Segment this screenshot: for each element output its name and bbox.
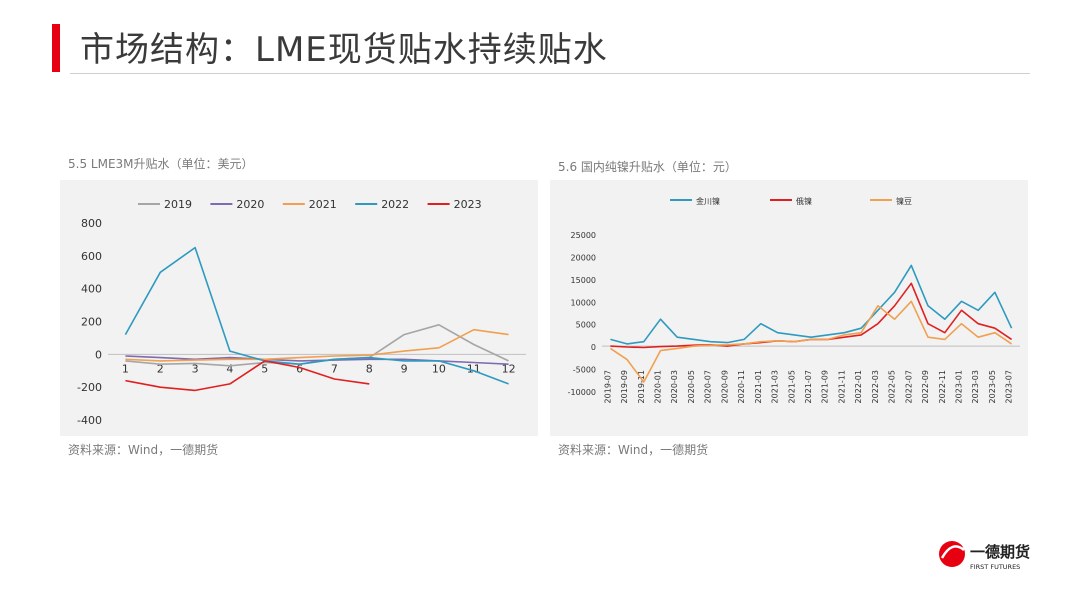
- x-tick-label: 2020-05: [687, 370, 696, 403]
- x-tick-label: 2019-09: [620, 370, 629, 403]
- x-tick-label: 2022-07: [904, 370, 913, 403]
- y-tick-label: -10000: [568, 388, 596, 397]
- x-tick-label: 2021-09: [821, 370, 830, 403]
- title-accent-bar: [52, 24, 60, 72]
- logo-mark-icon: [939, 541, 965, 567]
- x-tick-label: 2023-01: [954, 370, 963, 403]
- x-tick-label: 2022-09: [921, 370, 930, 403]
- series-line-jinchuan: [610, 264, 1013, 345]
- right-chart-caption: 5.6 国内纯镍升贴水（单位：元）: [558, 160, 737, 174]
- x-tick-label: 7: [331, 362, 338, 375]
- series-line-beans: [609, 300, 1013, 383]
- x-tick-label: 9: [401, 362, 408, 375]
- right-source-note: 资料来源：Wind，一德期货: [558, 443, 709, 457]
- legend-label-2023: 2023: [454, 198, 482, 211]
- legend-label-beans: 镍豆: [896, 196, 912, 206]
- y-tick-label: 400: [81, 283, 102, 296]
- domestic-nickel-spread-chart: 金川镍 俄镍 镍豆 25000 20000 15000 10000 5000 0 -5000 -10…: [568, 196, 1020, 403]
- y-tick-label: 600: [81, 250, 102, 263]
- legend-label-jinchuan: 金川镍: [696, 196, 720, 206]
- x-tick-label: 2019-07: [603, 370, 612, 403]
- x-tick-label: 4: [226, 362, 233, 375]
- company-logo: 一德期货 FIRST FUTURES: [934, 536, 1044, 576]
- x-tick-label: 2021-01: [754, 370, 763, 403]
- y-tick-label: -5000: [573, 366, 596, 375]
- x-tick-label: 10: [432, 362, 446, 375]
- y-tick-label: 25000: [571, 231, 596, 240]
- y-tick-label: 800: [81, 217, 102, 230]
- x-tick-label: 2021-03: [771, 370, 780, 403]
- right-chart-panel: 金川镍 俄镍 镍豆 25000 20000 15000 10000 5000 0 -5000 -10…: [550, 180, 1028, 436]
- x-tick-label: 2019-11: [637, 370, 646, 403]
- legend-label-2021: 2021: [309, 198, 337, 211]
- page-title: 市场结构：LME现货贴水持续贴水: [80, 30, 608, 70]
- series-line-2020: [125, 355, 509, 365]
- x-tick-label: 2023-03: [971, 370, 980, 403]
- y-tick-label: -400: [77, 414, 102, 427]
- lme-spread-chart: 2019 2020 2021 2022 2023 800 600 400 200 0 -200 -40…: [77, 198, 526, 427]
- x-tick-label: 8: [366, 362, 373, 375]
- x-tick-label: 2023-05: [988, 370, 997, 403]
- x-tick-label: 2020-07: [704, 370, 713, 403]
- x-tick-label: 2020-11: [737, 370, 746, 403]
- series-line-2021: [125, 328, 509, 362]
- x-tick-label: 2021-11: [837, 370, 846, 403]
- title-divider: [70, 73, 1030, 74]
- x-tick-label: 2021-05: [787, 370, 796, 403]
- x-tick-label: 1: [122, 362, 129, 375]
- y-tick-label: 5000: [576, 321, 596, 330]
- x-tick-label: 6: [296, 362, 303, 375]
- legend-label-2020: 2020: [236, 198, 264, 211]
- series-line-2022: [124, 246, 509, 385]
- legend-label-russia: 俄镍: [796, 196, 812, 206]
- y-tick-label: -200: [77, 381, 102, 394]
- legend-label-2019: 2019: [164, 198, 192, 211]
- x-tick-label: 2022-05: [888, 370, 897, 403]
- y-tick-label: 0: [591, 343, 596, 352]
- x-tick-label: 2020-09: [720, 370, 729, 403]
- x-tick-label: 12: [502, 362, 516, 375]
- x-tick-label: 2020-03: [670, 370, 679, 403]
- y-tick-label: 200: [81, 316, 102, 329]
- x-tick-label: 2021-07: [804, 370, 813, 403]
- x-tick-label: 3: [192, 362, 199, 375]
- y-tick-label: 0: [95, 348, 102, 361]
- x-tick-label: 2023-07: [1005, 370, 1014, 403]
- x-tick-label: 2022-01: [854, 370, 863, 403]
- left-chart-caption: 5.5 LME3M升贴水（单位：美元）: [68, 157, 254, 171]
- series-line-2023: [125, 360, 370, 392]
- y-tick-label: 20000: [571, 253, 596, 262]
- x-tick-label: 2020-01: [654, 370, 663, 403]
- x-tick-label: 2022-03: [871, 370, 880, 403]
- logo-name: 一德期货: [970, 543, 1030, 561]
- y-tick-label: 10000: [571, 298, 596, 307]
- logo-sub: FIRST FUTURES: [970, 563, 1020, 571]
- x-tick-label: 5: [261, 362, 268, 375]
- y-tick-label: 15000: [571, 276, 596, 285]
- legend-label-2022: 2022: [381, 198, 409, 211]
- left-source-note: 资料来源：Wind，一德期货: [68, 443, 219, 457]
- x-tick-label: 2022-11: [938, 370, 947, 403]
- x-tick-label: 2: [157, 362, 164, 375]
- left-chart-panel: 2019 2020 2021 2022 2023 800 600 400 200 0 -200 -40…: [60, 180, 538, 436]
